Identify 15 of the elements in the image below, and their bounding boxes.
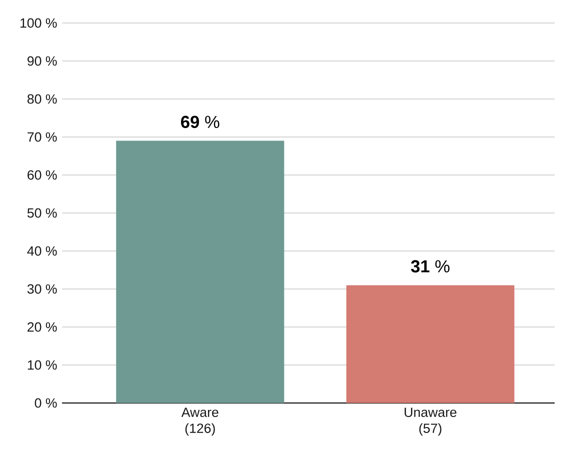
y-tick-label: 0 %: [34, 398, 57, 408]
y-tick-label: 90 %: [28, 56, 57, 66]
y-tick-label: 60 %: [28, 170, 57, 180]
y-tick-label: 100 %: [20, 18, 57, 28]
y-tick-label: 70 %: [28, 132, 57, 142]
y-tick-label: 40 %: [27, 246, 57, 256]
data-label: 69 %: [181, 116, 220, 128]
y-tick-label: 80 %: [27, 94, 57, 104]
data-label: 31 %: [410, 260, 450, 272]
y-tick-label: 30 %: [27, 284, 57, 294]
y-tick-label: 10 %: [28, 360, 57, 370]
x-tick-label: Unaware (57): [404, 408, 456, 436]
y-tick-label: 50 %: [27, 208, 57, 218]
y-tick-label: 20 %: [28, 322, 57, 332]
x-tick-label: Aware (126): [181, 408, 218, 436]
